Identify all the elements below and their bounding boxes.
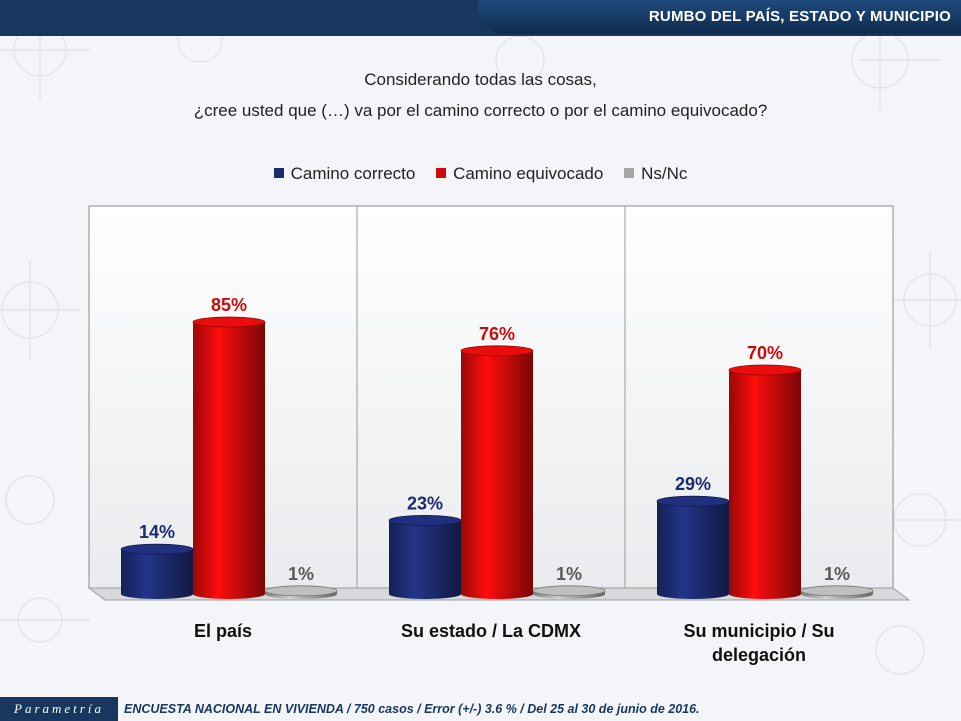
bar-top [388, 515, 462, 526]
bar-top [120, 543, 194, 555]
category-label: Su municipio / Su [683, 621, 834, 641]
question-line-1: Considerando todas las cosas, [364, 70, 597, 89]
question-line-2: ¿cree usted que (…) va por el camino cor… [193, 101, 768, 120]
data-label: 70% [747, 343, 783, 363]
legend-item-correcto: Camino correcto [273, 164, 416, 184]
bar-top [656, 495, 730, 507]
bar-top [264, 585, 338, 597]
data-label: 23% [407, 493, 443, 513]
legend-swatch-gray [624, 168, 635, 178]
category-label: Su estado / La CDMX [401, 621, 581, 641]
slide-title: RUMBO DEL PAÍS, ESTADO Y MUNICIPIO [648, 8, 951, 25]
bar-top [460, 345, 534, 357]
data-label: 76% [479, 324, 515, 344]
bar-camino-equivocado [461, 350, 533, 599]
legend-swatch-red [436, 168, 447, 178]
bar-top [728, 364, 802, 376]
legend-item-equivocado: Camino equivocado [436, 164, 603, 184]
bar-top [192, 316, 266, 328]
data-label: 85% [211, 295, 247, 315]
data-label: 14% [139, 522, 175, 542]
bar-camino-equivocado [729, 370, 801, 599]
header-tab: RUMBO DEL PAÍS, ESTADO Y MUNICIPIO [478, 0, 961, 34]
legend-swatch-navy [273, 168, 284, 178]
parametria-logo: Parametría [0, 697, 118, 721]
category-label: delegación [712, 645, 806, 665]
data-label: 1% [556, 564, 582, 584]
bar-camino-correcto [657, 501, 729, 599]
data-label: 1% [824, 564, 850, 584]
legend-item-nsnc: Ns/Nc [624, 164, 687, 184]
chart-legend: Camino correcto Camino equivocado Ns/Nc [0, 164, 961, 184]
footer-note: ENCUESTA NACIONAL EN VIVIENDA / 750 caso… [124, 702, 700, 716]
legend-label: Camino equivocado [453, 164, 604, 183]
data-label: 29% [675, 474, 711, 494]
bar-top [800, 585, 874, 597]
bar-camino-equivocado [193, 322, 265, 599]
bar-camino-correcto [389, 520, 461, 599]
legend-label: Ns/Nc [641, 164, 688, 183]
category-label: El país [194, 621, 252, 641]
data-label: 1% [288, 564, 314, 584]
legend-label: Camino correcto [290, 164, 416, 183]
bar-top [532, 585, 606, 597]
bar-camino-correcto [121, 549, 193, 599]
